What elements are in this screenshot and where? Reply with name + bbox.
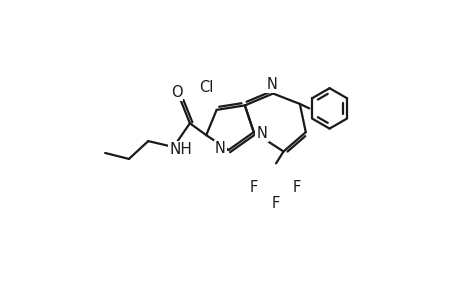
- Text: O: O: [170, 85, 182, 100]
- Text: N: N: [256, 126, 267, 141]
- Text: NH: NH: [169, 142, 192, 157]
- Text: F: F: [249, 180, 257, 195]
- Text: N: N: [266, 77, 276, 92]
- Text: F: F: [271, 196, 280, 211]
- Text: N: N: [214, 141, 225, 156]
- Text: Cl: Cl: [199, 80, 213, 95]
- Text: F: F: [292, 180, 300, 195]
